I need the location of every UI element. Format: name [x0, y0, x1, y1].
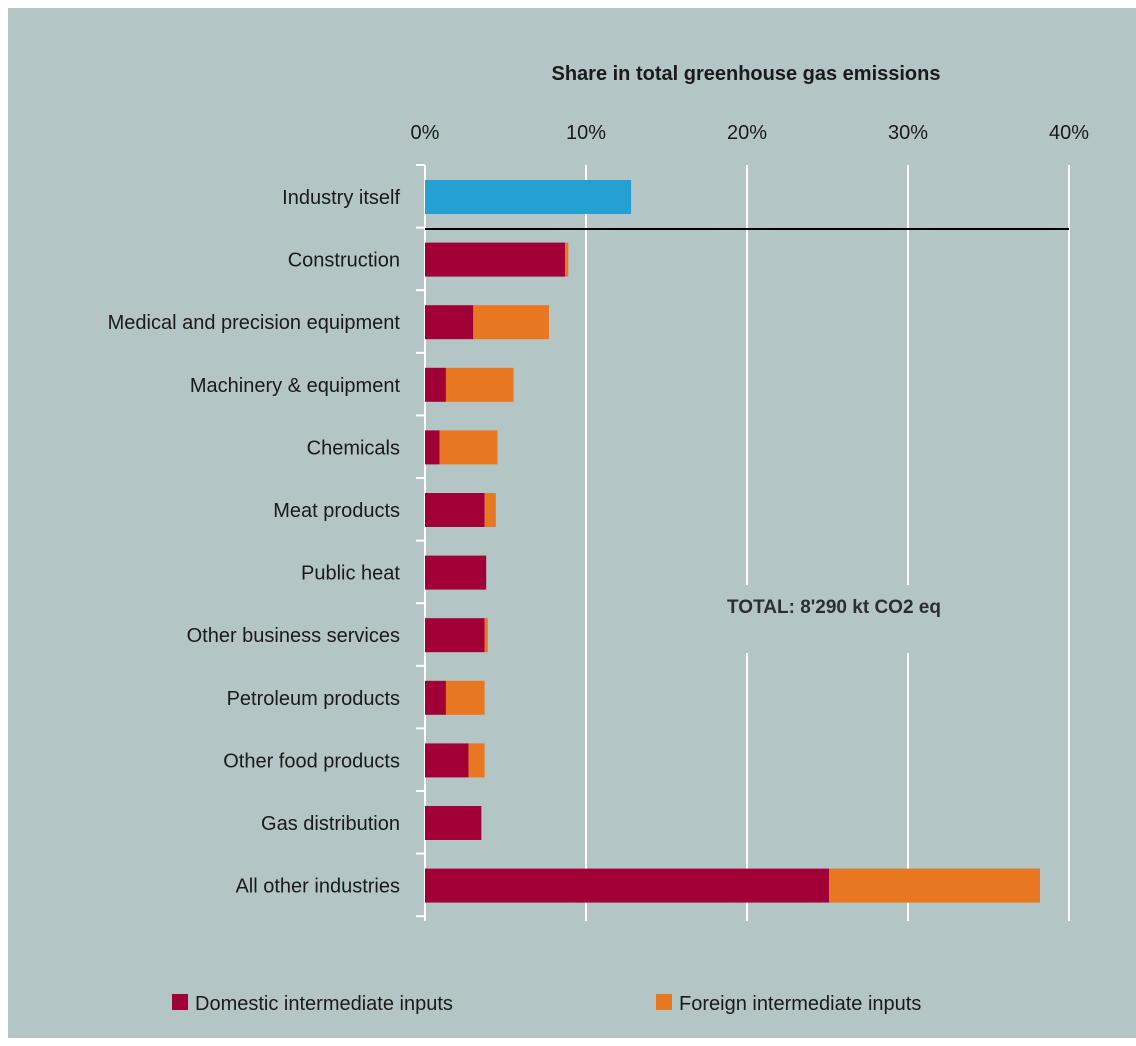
legend: Domestic intermediate inputs Foreign int…: [172, 993, 921, 1015]
legend-swatch-domestic: [172, 994, 188, 1010]
category-label: Construction: [288, 250, 400, 272]
bar-foreign: [484, 618, 488, 653]
category-label: All other industries: [235, 876, 400, 898]
tick-label: 10%: [566, 122, 606, 144]
bar-foreign: [829, 868, 1041, 903]
bar-domestic: [425, 743, 469, 778]
tick-label: 20%: [727, 122, 767, 144]
legend-swatch-foreign: [656, 994, 672, 1010]
bar-foreign: [445, 680, 485, 715]
category-labels: Industry itself Construction Medical and p…: [108, 187, 401, 898]
legend-label-domestic: Domestic intermediate inputs: [195, 993, 453, 1015]
bar-foreign: [468, 743, 485, 778]
tick-label: 30%: [888, 122, 928, 144]
tick-label: 0%: [411, 122, 440, 144]
bars: [425, 180, 1041, 903]
category-label: Other business services: [187, 625, 400, 647]
bar-domestic: [425, 806, 482, 840]
bar-domestic: [425, 618, 485, 653]
tick-label: 40%: [1049, 122, 1089, 144]
annotation-backdrop: [600, 585, 1055, 653]
category-label: Machinery & equipment: [190, 375, 401, 397]
chart-title: Share in total greenhouse gas emissions: [551, 63, 940, 85]
bar-foreign: [473, 305, 549, 340]
bar-foreign: [445, 367, 514, 402]
category-label: Gas distribution: [261, 813, 400, 835]
category-label: Industry itself: [282, 187, 400, 209]
category-label: Chemicals: [307, 437, 400, 459]
category-label: Public heat: [301, 563, 400, 585]
bar-domestic: [425, 305, 474, 340]
bar-domestic: [425, 367, 446, 402]
total-annotation: TOTAL: 8'290 kt CO2 eq: [727, 597, 941, 618]
category-label: Other food products: [223, 750, 400, 772]
chart-panel: [8, 8, 1136, 1038]
bar-domestic: [425, 493, 485, 527]
bar-foreign: [439, 430, 498, 465]
bar-foreign: [565, 242, 569, 277]
bar-domestic: [425, 242, 566, 277]
bar-domestic: [425, 868, 830, 903]
category-label: Petroleum products: [227, 688, 400, 710]
legend-label-foreign: Foreign intermediate inputs: [679, 993, 921, 1015]
bar-foreign: [484, 493, 496, 527]
bar-domestic: [425, 555, 487, 590]
bar-industry-itself: [425, 180, 632, 214]
grid-lines: [416, 164, 1070, 921]
bar-domestic: [425, 680, 446, 715]
bar-domestic: [425, 430, 440, 465]
tick-labels: 0% 10% 20% 30% 40%: [411, 122, 1090, 144]
category-label: Medical and precision equipment: [108, 312, 401, 334]
category-label: Meat products: [273, 500, 400, 522]
